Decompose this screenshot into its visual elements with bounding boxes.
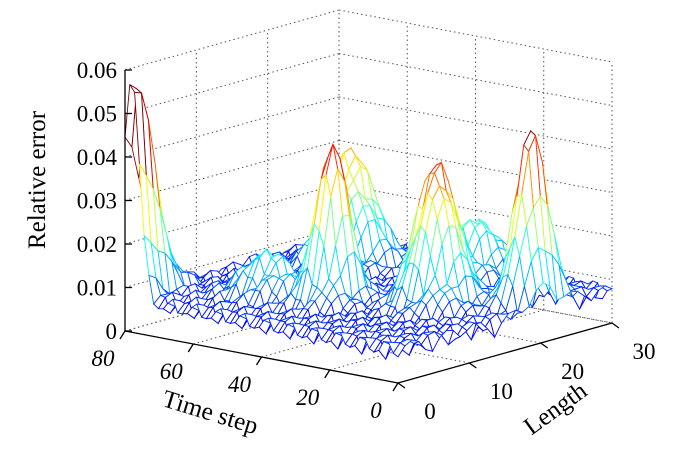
x-tick-mark <box>119 330 126 340</box>
x-tick-label: 20 <box>296 385 320 410</box>
x-tick-label: 80 <box>92 346 116 371</box>
y-tick-label: 20 <box>561 359 584 384</box>
grid-line <box>338 183 613 237</box>
z-tick-label: 0.06 <box>77 58 117 83</box>
y-tick-label: 10 <box>490 379 513 404</box>
axis-lines <box>119 69 620 392</box>
y-axis-line <box>397 322 613 384</box>
z-tick-label: 0 <box>106 319 118 344</box>
x-tick-label: 0 <box>370 398 382 423</box>
z-tick-label: 0.05 <box>77 102 117 127</box>
x-tick-label: 40 <box>228 372 252 397</box>
y-tick-mark <box>397 382 406 389</box>
y-tick-mark <box>468 362 477 369</box>
y-axis-label: Length <box>519 377 593 441</box>
grid-line <box>196 310 470 364</box>
z-tick-label: 0.04 <box>77 145 118 170</box>
z-tick-label: 0.01 <box>77 276 117 301</box>
grid-line <box>338 140 613 193</box>
y-tick-mark <box>611 322 620 329</box>
z-tick-label: 0.02 <box>77 232 117 257</box>
x-tick-mark <box>187 343 194 353</box>
x-tick-mark <box>255 356 263 366</box>
y-tick-mark <box>540 342 549 349</box>
grid-line <box>124 9 340 71</box>
tick-labels: 00.010.020.030.040.050.06020406080010203… <box>77 58 656 424</box>
x-tick-mark <box>324 369 331 379</box>
grid-line <box>338 96 613 150</box>
z-tick-label: 0.03 <box>77 189 117 214</box>
z-axis-label: Relative error <box>24 110 51 249</box>
surface-cell <box>392 342 406 358</box>
grid-line <box>338 53 613 106</box>
grid-line <box>124 96 340 158</box>
surface-mesh <box>124 83 614 361</box>
grid-line <box>124 53 340 114</box>
x-tick-mark <box>392 382 399 392</box>
y-tick-label: 30 <box>633 339 656 364</box>
grid-line <box>124 140 340 201</box>
grid-line <box>338 9 613 63</box>
y-tick-label: 0 <box>424 399 436 424</box>
x-tick-label: 60 <box>160 359 184 384</box>
grid-line <box>338 270 613 324</box>
grid-line <box>329 309 544 371</box>
